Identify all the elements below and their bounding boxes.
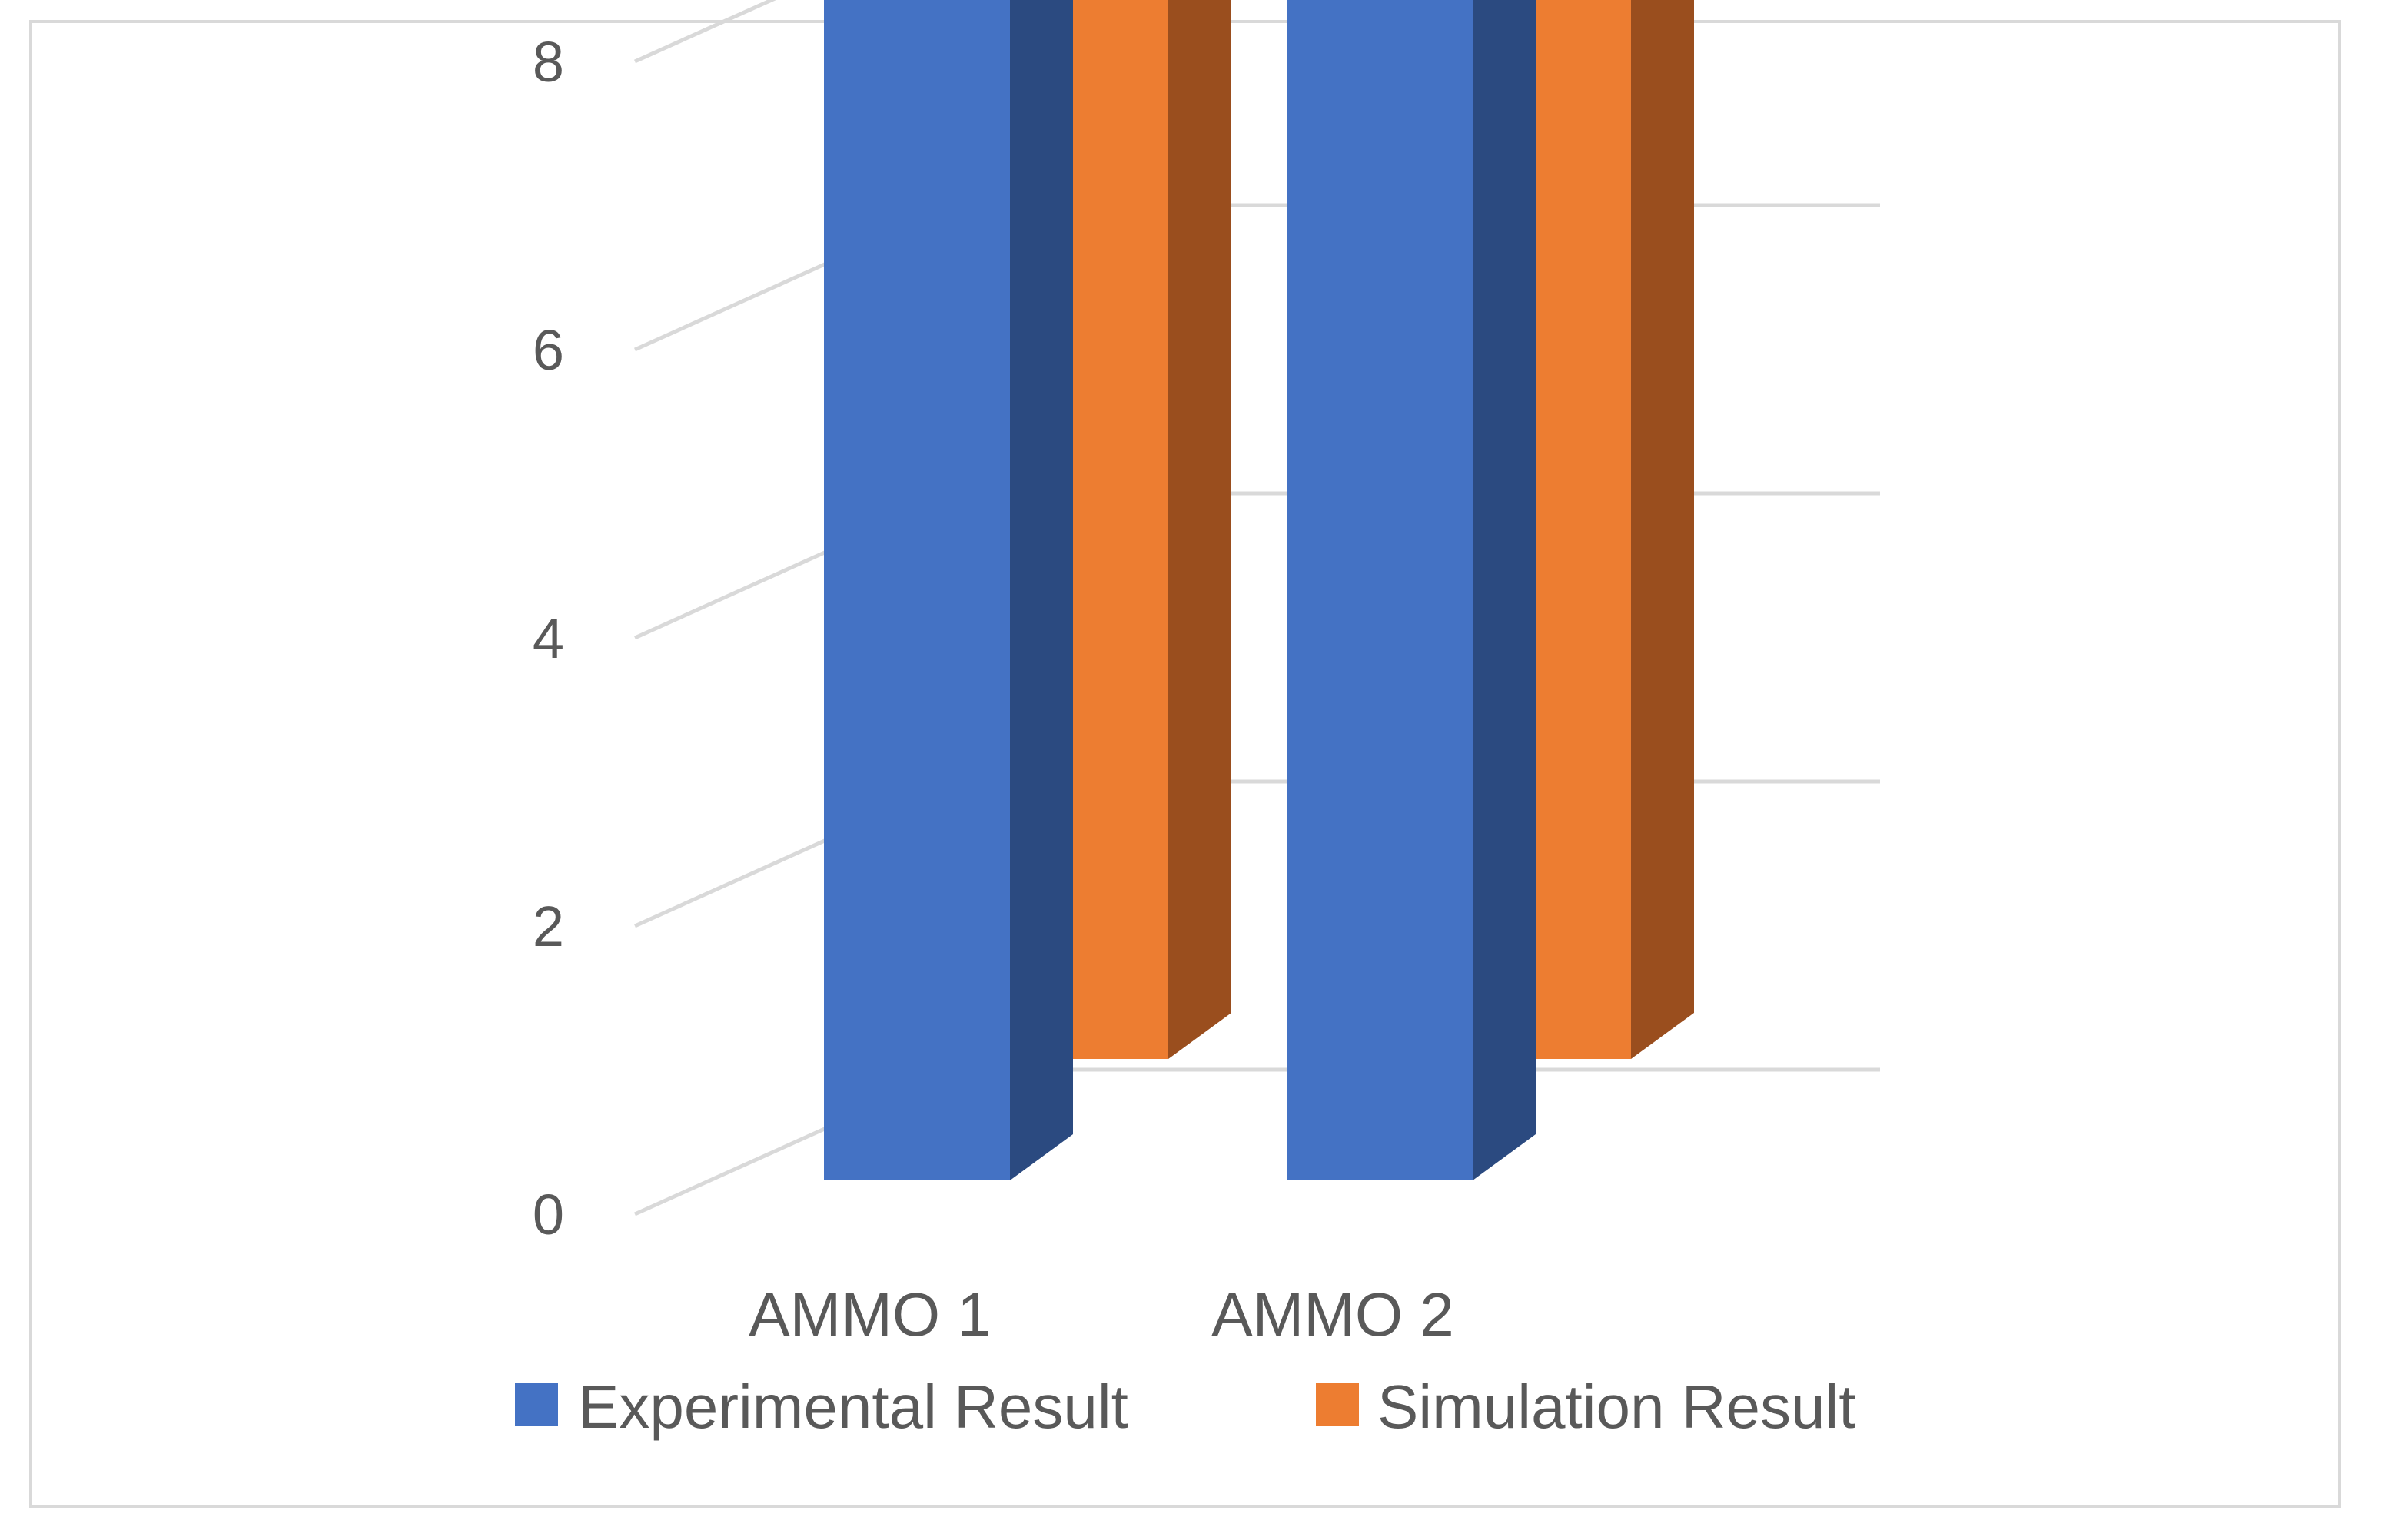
legend-swatch-simulation — [1316, 1383, 1359, 1426]
bar-experimental-2-side — [1473, 0, 1536, 1180]
y-tick-label: 2 — [533, 894, 564, 958]
y-tick-label: 0 — [533, 1183, 564, 1246]
bar-simulation-1-side — [1168, 0, 1231, 1059]
y-tick-label: 8 — [533, 30, 564, 94]
gridline — [633, 1067, 1880, 1216]
category-label: AMMO 2 — [1211, 1280, 1454, 1349]
category-label: AMMO 1 — [749, 1280, 992, 1349]
bar-experimental-2 — [1287, 0, 1473, 1180]
gridline — [633, 0, 776, 64]
bar-experimental-1 — [824, 0, 1010, 1180]
legend-label-experimental: Experimental Result — [578, 1372, 1128, 1441]
bars-layer — [824, 0, 1694, 1180]
bar-simulation-2-side — [1631, 0, 1694, 1059]
y-tick-label: 6 — [533, 318, 564, 382]
legend-swatch-experimental — [515, 1383, 558, 1426]
y-tick-label: 4 — [533, 606, 564, 670]
legend-label-simulation: Simulation Result — [1377, 1372, 1856, 1441]
bar-experimental-1-side — [1010, 0, 1073, 1180]
legend: Experimental Result Simulation Result — [515, 1372, 1856, 1441]
